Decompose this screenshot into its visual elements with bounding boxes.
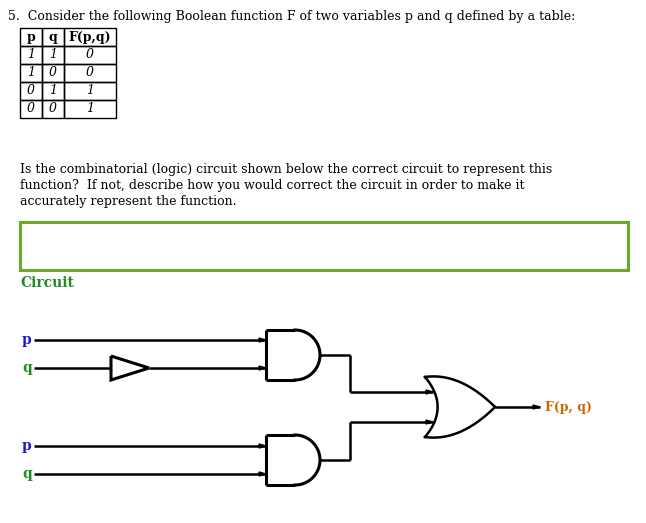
Text: 0: 0 xyxy=(49,66,57,79)
Text: F(p,q): F(p,q) xyxy=(68,30,111,43)
Polygon shape xyxy=(259,338,266,342)
Text: p: p xyxy=(22,439,32,453)
Text: 1: 1 xyxy=(27,49,35,62)
Text: 0: 0 xyxy=(49,103,57,116)
Bar xyxy=(20,82,42,100)
Text: 1: 1 xyxy=(49,49,57,62)
Polygon shape xyxy=(259,472,266,476)
Text: 1: 1 xyxy=(49,85,57,97)
Text: 0: 0 xyxy=(27,85,35,97)
Text: Circuit: Circuit xyxy=(20,276,74,290)
Text: Is the combinatorial (logic) circuit shown below the correct circuit to represen: Is the combinatorial (logic) circuit sho… xyxy=(20,163,552,176)
Text: F(p, q): F(p, q) xyxy=(545,401,592,414)
Text: 1: 1 xyxy=(27,66,35,79)
Bar xyxy=(64,64,116,82)
Bar xyxy=(42,46,64,64)
Text: 0: 0 xyxy=(27,103,35,116)
Bar xyxy=(64,28,116,46)
Bar xyxy=(20,222,628,270)
Polygon shape xyxy=(426,390,433,394)
Bar xyxy=(42,82,64,100)
Bar xyxy=(42,28,64,46)
Text: 0: 0 xyxy=(86,49,94,62)
Bar xyxy=(20,28,42,46)
Bar xyxy=(20,46,42,64)
Text: q: q xyxy=(22,467,32,481)
Bar xyxy=(64,46,116,64)
Polygon shape xyxy=(533,405,540,409)
Text: accurately represent the function.: accurately represent the function. xyxy=(20,195,236,208)
Text: q: q xyxy=(22,361,32,375)
Text: p: p xyxy=(26,30,36,43)
Text: p: p xyxy=(22,333,32,347)
Polygon shape xyxy=(426,420,433,424)
Bar xyxy=(64,82,116,100)
Text: 5.  Consider the following Boolean function F of two variables p and q defined b: 5. Consider the following Boolean functi… xyxy=(8,10,575,23)
Bar xyxy=(42,100,64,118)
Text: 1: 1 xyxy=(86,85,94,97)
Polygon shape xyxy=(259,444,266,448)
Bar xyxy=(42,64,64,82)
Text: 1: 1 xyxy=(86,103,94,116)
Bar xyxy=(20,100,42,118)
Text: q: q xyxy=(48,30,57,43)
Text: 0: 0 xyxy=(86,66,94,79)
Bar xyxy=(64,100,116,118)
Bar xyxy=(20,64,42,82)
Text: function?  If not, describe how you would correct the circuit in order to make i: function? If not, describe how you would… xyxy=(20,179,525,192)
Polygon shape xyxy=(259,366,266,370)
